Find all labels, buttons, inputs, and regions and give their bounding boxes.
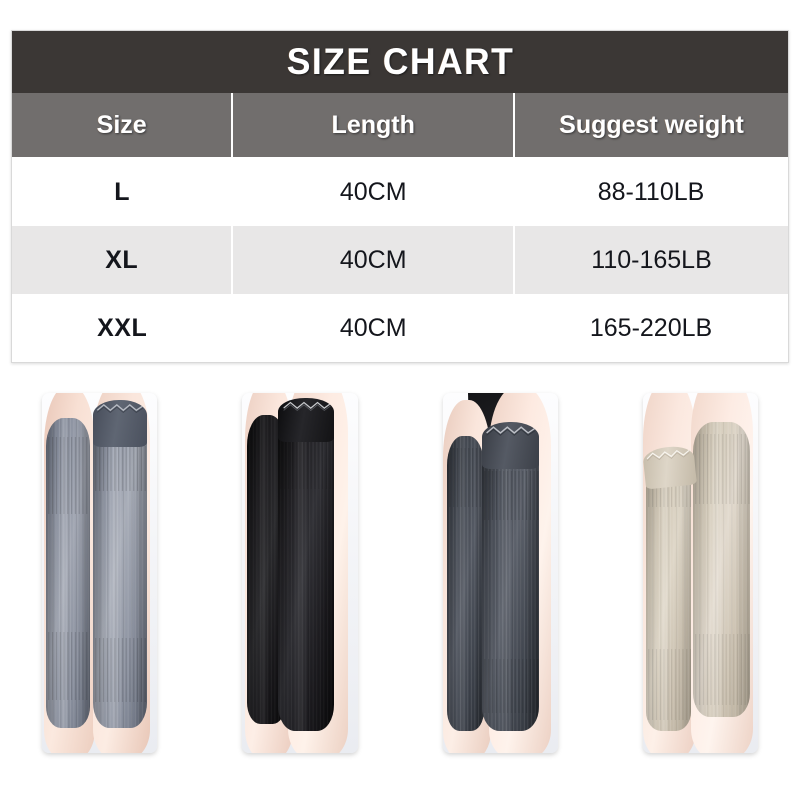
- product-photo-light-gray[interactable]: [42, 393, 158, 753]
- page-title: SIZE CHART: [286, 41, 514, 82]
- knee-sleeve-right: [693, 421, 750, 717]
- cell-length: 40CM: [232, 294, 515, 362]
- product-photo-dark-gray[interactable]: [442, 393, 558, 753]
- cell-weight: 165-220LB: [514, 294, 788, 362]
- sleeve-cuff-band: [92, 400, 147, 447]
- sleeve-rib-texture: [646, 457, 692, 732]
- sleeve-fine-knit: [481, 429, 540, 732]
- column-header-length: Length: [232, 93, 516, 158]
- size-chart-panel: SIZE CHART Size Length Suggest weight L …: [11, 30, 789, 363]
- sleeve-rib-texture: [693, 421, 750, 717]
- photo-scene: [642, 393, 758, 753]
- zigzag-pattern-icon: [646, 449, 690, 462]
- sleeve-lower-knit-band: [693, 634, 750, 706]
- sleeve-rib-texture: [46, 418, 90, 728]
- zigzag-pattern-icon: [96, 404, 143, 414]
- sleeve-lower-knit-band: [481, 658, 540, 714]
- knee-sleeve-right: [481, 429, 540, 732]
- sleeve-lower-knit-band: [46, 631, 90, 700]
- sleeve-rib-texture: [277, 403, 335, 732]
- sleeve-upper-knit-band: [92, 445, 147, 491]
- knee-sleeve-left: [447, 436, 484, 732]
- zigzag-pattern-icon: [485, 426, 536, 436]
- cell-weight: 110-165LB: [514, 226, 788, 294]
- sleeve-cuff-band: [481, 421, 540, 469]
- product-photo-beige[interactable]: [642, 393, 758, 753]
- size-chart-table: Size Length Suggest weight L 40CM 88-110…: [12, 93, 788, 362]
- sleeve-fine-knit: [693, 421, 750, 717]
- sleeve-cuff-band: [277, 398, 335, 442]
- knee-sleeve-right: [277, 403, 335, 732]
- table-row: XXL 40CM 165-220LB: [12, 294, 788, 362]
- photo-scene: [42, 393, 158, 753]
- product-photo-black[interactable]: [242, 393, 358, 753]
- sleeve-fine-knit: [277, 403, 335, 732]
- cell-length: 40CM: [232, 226, 516, 294]
- sleeve-fine-knit: [46, 418, 90, 728]
- cell-size: XXL: [12, 294, 233, 362]
- photo-scene: [242, 393, 358, 753]
- knee-sleeve-left: [46, 418, 90, 728]
- sleeve-upper-knit-band: [693, 433, 750, 505]
- table-row: XL 40CM 110-165LB: [12, 226, 788, 294]
- product-photo-gallery: [0, 377, 800, 769]
- knee-sleeve-right: [92, 407, 147, 728]
- sleeve-upper-knit-band: [447, 447, 484, 508]
- table-header-row: Size Length Suggest weight: [12, 93, 788, 158]
- sleeve-fine-knit: [92, 407, 147, 728]
- sleeve-rib-texture: [447, 436, 484, 732]
- cell-length: 40CM: [232, 157, 515, 226]
- column-header-size: Size: [12, 93, 234, 158]
- sleeve-upper-knit-band: [277, 436, 335, 489]
- sleeve-lower-knit-band: [646, 649, 692, 721]
- table-row: L 40CM 88-110LB: [12, 157, 788, 226]
- cell-size: XL: [12, 226, 234, 294]
- cell-weight: 88-110LB: [514, 157, 788, 226]
- knee-sleeve-left: [646, 457, 692, 732]
- size-chart-title-bar: SIZE CHART: [12, 31, 788, 93]
- sleeve-upper-knit-band: [481, 471, 540, 520]
- sleeve-fine-knit: [447, 436, 484, 732]
- zigzag-pattern-icon: [283, 402, 331, 412]
- sleeve-fine-knit: [646, 457, 692, 732]
- sleeve-upper-knit-band: [46, 436, 90, 515]
- sleeve-rib-texture: [92, 407, 147, 728]
- sleeve-cuff-band: [642, 444, 697, 490]
- column-header-weight: Suggest weight: [514, 93, 788, 158]
- cell-size: L: [12, 157, 233, 226]
- sleeve-lower-knit-band: [92, 638, 147, 703]
- sleeve-rib-texture: [481, 429, 540, 732]
- photo-scene: [442, 393, 558, 753]
